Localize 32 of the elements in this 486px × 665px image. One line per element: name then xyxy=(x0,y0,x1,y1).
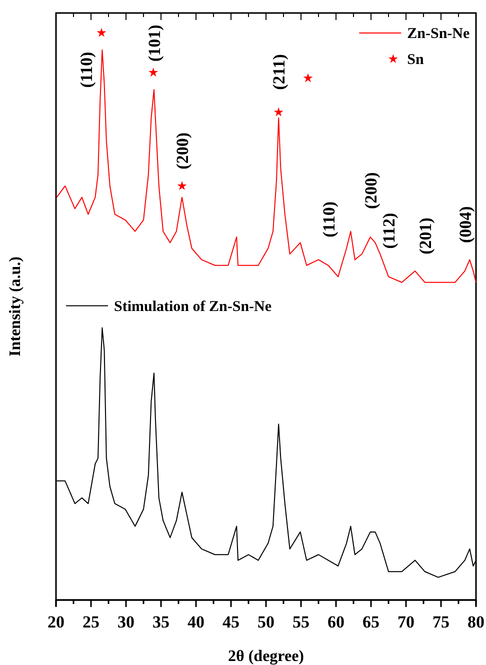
point xyxy=(274,107,284,116)
x-tick-label: 80 xyxy=(468,612,484,632)
annotation: (004) xyxy=(456,206,475,244)
annotation: (200) xyxy=(361,172,380,210)
x-tick-label: 55 xyxy=(292,612,310,632)
annotation: (201) xyxy=(416,218,435,254)
y-axis-title: Intensity (a.u.) xyxy=(7,256,24,357)
point xyxy=(96,28,106,37)
x-tick-label: 65 xyxy=(362,612,380,632)
point xyxy=(148,68,158,77)
annotation: (112) xyxy=(380,212,398,249)
x-tick-label: 45 xyxy=(222,612,240,632)
x-axis-title: 2θ (degree) xyxy=(228,648,304,665)
legend-label: Zn-Sn-Ne xyxy=(407,26,470,42)
x-tick-label: 40 xyxy=(188,612,204,632)
annotation: (110) xyxy=(319,201,338,238)
x-tick-label: 20 xyxy=(48,612,64,632)
annotation: (211) xyxy=(270,54,289,90)
x-tick-label: 75 xyxy=(432,612,450,632)
x-tick-label: 60 xyxy=(328,612,344,632)
legend-label: Stimulation of Zn-Sn-Ne xyxy=(114,298,272,315)
x-tick-label: 70 xyxy=(398,612,414,632)
point xyxy=(177,180,187,190)
annotation: (110) xyxy=(77,52,96,88)
annotation: (101) xyxy=(145,24,164,62)
point xyxy=(303,73,313,82)
x-tick-label: 30 xyxy=(118,612,134,632)
x-tick-label: 25 xyxy=(82,612,100,632)
x-tick-label: 35 xyxy=(152,612,170,632)
legend-label: Sn xyxy=(407,52,424,68)
x-tick-label: 50 xyxy=(258,612,274,632)
annotation: (200) xyxy=(173,132,192,170)
